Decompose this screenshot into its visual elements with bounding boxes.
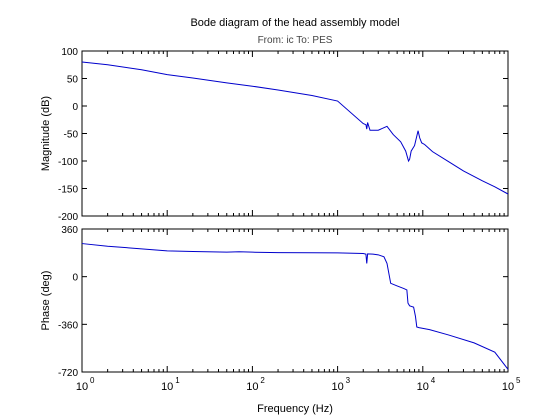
x-tick-label: 10: [502, 381, 514, 393]
figure-subtitle: From: ic To: PES: [258, 35, 333, 46]
phase-y-tick-label: -720: [58, 368, 78, 379]
magnitude-axes: 100 50 0 -50 -100 -150 -200 Magnitude (dB): [40, 47, 509, 223]
x-tick-exponent: 5: [516, 376, 521, 385]
x-tick-label: 10: [246, 381, 258, 393]
magnitude-axes-frame: [81, 50, 509, 217]
magnitude-y-tick-label: 0: [72, 102, 78, 113]
x-tick-exponent: 3: [346, 376, 351, 385]
x-tick-exponent: 1: [175, 376, 180, 385]
magnitude-y-tick-label: -50: [64, 130, 79, 141]
x-axis-label: Frequency (Hz): [257, 403, 333, 415]
phase-y-tick-label: -360: [58, 320, 78, 331]
magnitude-y-axis-label: Magnitude (dB): [40, 96, 52, 171]
magnitude-y-tick-label: 50: [67, 75, 79, 86]
x-tick-label: 10: [161, 381, 173, 393]
phase-y-axis-label: Phase (deg): [40, 271, 52, 331]
figure-title: Bode diagram of the head assembly model: [190, 17, 399, 29]
magnitude-y-tick-label: -100: [58, 157, 78, 168]
x-tick-label: 10: [76, 381, 88, 393]
magnitude-y-tick-label: -200: [58, 212, 78, 223]
x-tick-label: 10: [331, 381, 343, 393]
x-tick-label: 10: [417, 381, 429, 393]
phase-axes-frame: [81, 228, 509, 373]
x-tick-exponent: 4: [431, 376, 436, 385]
magnitude-y-tick-label: 100: [61, 47, 78, 58]
x-tick-exponent: 0: [90, 376, 95, 385]
magnitude-series-line: [81, 61, 509, 195]
magnitude-y-tick-label: -150: [58, 185, 78, 196]
x-tick-exponent: 2: [260, 376, 265, 385]
phase-y-tick-label: 0: [72, 273, 78, 284]
phase-series-line: [81, 243, 509, 370]
phase-y-tick-label: 360: [61, 225, 78, 236]
